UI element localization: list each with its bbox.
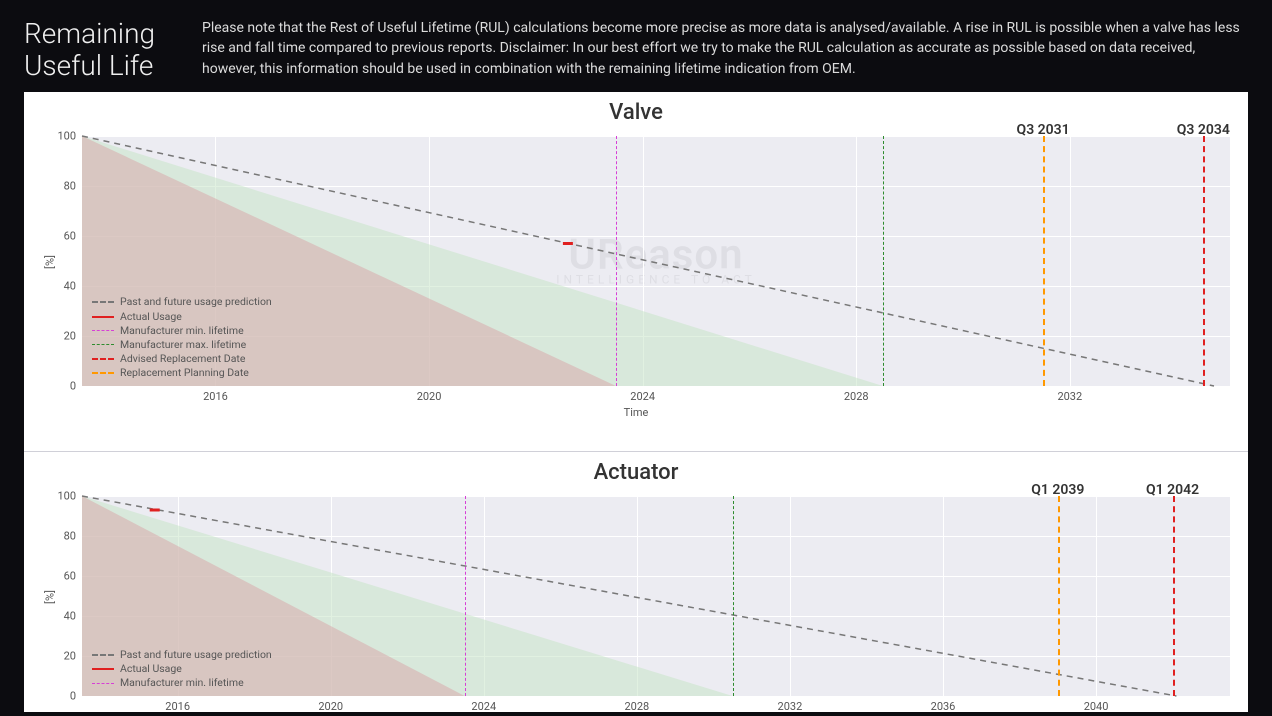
- min-lifetime-line: [616, 136, 617, 386]
- x-tick-label: 2036: [931, 696, 956, 712]
- legend-swatch: [92, 683, 114, 684]
- legend-item: Past and future usage prediction: [92, 648, 272, 662]
- charts-container: Valve [%] Time UReason INTELLIGENCE TO A…: [24, 92, 1248, 712]
- legend: Past and future usage predictionActual U…: [88, 293, 276, 382]
- legend-label: Replacement Planning Date: [120, 366, 249, 380]
- planning-date-line: [1043, 136, 1045, 386]
- legend-item: Past and future usage prediction: [92, 295, 272, 309]
- advised-date-label: Q3 2034: [1177, 122, 1230, 138]
- legend-label: Advised Replacement Date: [120, 352, 245, 366]
- max-lifetime-line: [733, 496, 734, 696]
- y-tick-label: 0: [52, 380, 82, 393]
- legend-label: Manufacturer min. lifetime: [120, 324, 244, 338]
- plot-area-valve: UReason INTELLIGENCE TO ACT 020406080100…: [82, 136, 1230, 386]
- legend-label: Manufacturer min. lifetime: [120, 676, 244, 690]
- legend-label: Actual Usage: [120, 662, 182, 676]
- planning-date-line: [1058, 496, 1060, 696]
- header: Remaining Useful Life Please note that t…: [0, 0, 1272, 92]
- x-tick-label: 2024: [630, 386, 655, 403]
- legend-swatch: [92, 372, 114, 374]
- y-axis-label: [%]: [44, 255, 57, 269]
- min-lifetime-line: [465, 496, 466, 696]
- y-tick-label: 40: [52, 610, 82, 623]
- chart-valve: Valve [%] Time UReason INTELLIGENCE TO A…: [24, 92, 1248, 452]
- x-tick-label: 2016: [203, 386, 228, 403]
- legend-swatch: [92, 654, 114, 656]
- legend-item: Manufacturer max. lifetime: [92, 338, 272, 352]
- x-tick-label: 2032: [778, 696, 803, 712]
- max-lifetime-line: [883, 136, 884, 386]
- legend-swatch: [92, 301, 114, 303]
- y-tick-label: 0: [52, 690, 82, 703]
- y-tick-label: 60: [52, 230, 82, 243]
- advised-date-line: [1203, 136, 1205, 386]
- legend-swatch: [92, 358, 114, 360]
- x-tick-label: 2020: [417, 386, 442, 403]
- legend-swatch: [92, 316, 114, 318]
- advised-date-line: [1173, 496, 1175, 696]
- x-tick-label: 2016: [165, 696, 190, 712]
- x-tick-label: 2024: [471, 696, 496, 712]
- legend-item: Manufacturer min. lifetime: [92, 676, 272, 690]
- legend-swatch: [92, 344, 114, 345]
- y-tick-label: 20: [52, 330, 82, 343]
- x-tick-label: 2028: [624, 696, 649, 712]
- planning-date-label: Q1 2039: [1031, 482, 1084, 498]
- advised-date-label: Q1 2042: [1146, 482, 1199, 498]
- legend-item: Actual Usage: [92, 310, 272, 324]
- x-tick-label: 2028: [844, 386, 869, 403]
- x-tick-label: 2040: [1084, 696, 1109, 712]
- plot-area-actuator: 0204060801002016202020242028203220362040…: [82, 496, 1230, 696]
- y-tick-label: 100: [52, 130, 82, 143]
- y-tick-label: 100: [52, 490, 82, 503]
- legend-label: Manufacturer max. lifetime: [120, 338, 246, 352]
- legend-label: Past and future usage prediction: [120, 648, 272, 662]
- legend-item: Manufacturer min. lifetime: [92, 324, 272, 338]
- legend-label: Actual Usage: [120, 310, 182, 324]
- planning-date-label: Q3 2031: [1017, 122, 1070, 138]
- legend-item: Replacement Planning Date: [92, 366, 272, 380]
- x-tick-label: 2032: [1057, 386, 1082, 403]
- grid-line: [82, 696, 1230, 697]
- chart-actuator: Actuator [%] 020406080100201620202024202…: [24, 452, 1248, 712]
- y-axis-label: [%]: [44, 590, 57, 604]
- legend-item: Advised Replacement Date: [92, 352, 272, 366]
- x-axis-label: Time: [624, 406, 649, 419]
- legend-swatch: [92, 330, 114, 331]
- legend: Past and future usage predictionActual U…: [88, 646, 276, 693]
- y-tick-label: 20: [52, 650, 82, 663]
- y-tick-label: 60: [52, 570, 82, 583]
- legend-label: Past and future usage prediction: [120, 295, 272, 309]
- page-title: Remaining Useful Life: [24, 18, 174, 82]
- y-tick-label: 40: [52, 280, 82, 293]
- legend-item: Actual Usage: [92, 662, 272, 676]
- y-tick-label: 80: [52, 180, 82, 193]
- legend-swatch: [92, 668, 114, 670]
- x-tick-label: 2020: [318, 696, 343, 712]
- y-tick-label: 80: [52, 530, 82, 543]
- disclaimer-text: Please note that the Rest of Useful Life…: [202, 18, 1248, 79]
